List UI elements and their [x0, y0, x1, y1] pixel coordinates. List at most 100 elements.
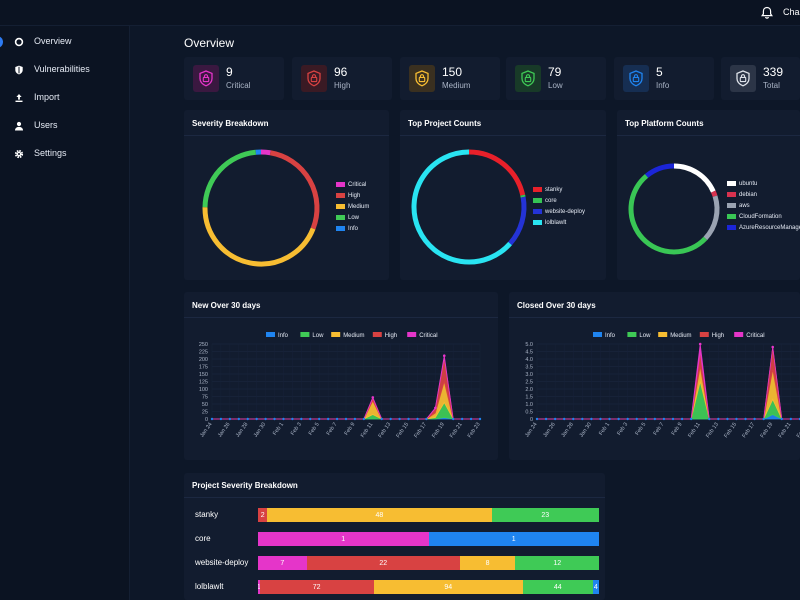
- data-point[interactable]: [478, 417, 482, 421]
- sidebar-item-users[interactable]: Users: [0, 115, 130, 137]
- bar-segment-high[interactable]: 2: [258, 508, 268, 522]
- legend-item-high[interactable]: High: [699, 332, 724, 339]
- data-point[interactable]: [744, 417, 747, 421]
- data-point[interactable]: [460, 417, 464, 421]
- bar-segment-critical[interactable]: 1: [258, 580, 260, 594]
- data-point[interactable]: [735, 417, 738, 421]
- bar-segment-critical[interactable]: 1: [258, 532, 429, 546]
- legend-item-critical[interactable]: Critical: [734, 332, 765, 339]
- area-series-high[interactable]: [537, 346, 800, 420]
- bar-segment-medium[interactable]: 8: [459, 556, 516, 570]
- sidebar-item-settings[interactable]: Settings: [0, 143, 130, 165]
- legend-item-medium[interactable]: Medium: [331, 332, 365, 339]
- legend-item-azureresourcemanager[interactable]: AzureResourceManager: [727, 225, 800, 231]
- legend-item-cloudformation[interactable]: CloudFormation: [727, 214, 782, 220]
- data-point[interactable]: [282, 417, 285, 421]
- data-point[interactable]: [416, 417, 419, 421]
- data-point[interactable]: [246, 417, 249, 421]
- legend-item-low[interactable]: Low: [300, 332, 324, 339]
- bar-segment-low[interactable]: 12: [515, 556, 599, 570]
- legend-item-high[interactable]: High: [372, 332, 397, 339]
- donut-slice-cloudformation[interactable]: [628, 173, 708, 255]
- data-point[interactable]: [318, 417, 321, 421]
- data-point[interactable]: [469, 417, 473, 421]
- data-point[interactable]: [210, 417, 214, 421]
- user-name[interactable]: Chas: [783, 7, 800, 17]
- data-point[interactable]: [671, 417, 675, 421]
- data-point[interactable]: [452, 417, 455, 421]
- legend-item-website-deploy[interactable]: website-deploy: [533, 209, 585, 215]
- legend-item-medium[interactable]: Medium: [336, 204, 369, 210]
- data-point[interactable]: [635, 417, 638, 421]
- legend-item-core[interactable]: core: [533, 198, 557, 204]
- data-point[interactable]: [300, 417, 303, 421]
- bell-icon[interactable]: [759, 5, 775, 21]
- area-series-info[interactable]: [537, 414, 800, 420]
- legend-item-critical[interactable]: Critical: [407, 332, 438, 339]
- stat-card-total[interactable]: 339 Total: [721, 57, 800, 100]
- data-point[interactable]: [219, 417, 223, 421]
- data-point[interactable]: [662, 417, 666, 421]
- data-point[interactable]: [353, 417, 357, 421]
- sidebar-item-import[interactable]: Import: [0, 87, 130, 109]
- data-point[interactable]: [689, 417, 693, 421]
- bar-segment-low[interactable]: 23: [491, 508, 599, 522]
- stat-card-medium[interactable]: 150 Medium: [400, 57, 500, 100]
- data-point[interactable]: [771, 345, 775, 349]
- bar-segment-medium[interactable]: 48: [267, 508, 492, 522]
- data-point[interactable]: [442, 354, 446, 357]
- data-point[interactable]: [563, 417, 566, 421]
- data-point[interactable]: [708, 417, 711, 421]
- bar-segment-high[interactable]: 72: [259, 580, 374, 594]
- data-point[interactable]: [680, 417, 684, 421]
- data-point[interactable]: [264, 417, 267, 421]
- donut-slice-debian[interactable]: [711, 190, 718, 197]
- legend-item-info[interactable]: Info: [593, 332, 616, 339]
- legend-item-low[interactable]: Low: [627, 332, 651, 339]
- data-point[interactable]: [434, 406, 437, 410]
- data-point[interactable]: [398, 417, 401, 421]
- data-point[interactable]: [535, 417, 539, 421]
- bar-segment-critical[interactable]: 7: [258, 556, 307, 570]
- data-point[interactable]: [326, 417, 330, 421]
- data-point[interactable]: [698, 342, 702, 346]
- data-point[interactable]: [599, 417, 602, 421]
- legend-item-debian[interactable]: debian: [727, 192, 757, 198]
- data-point[interactable]: [617, 417, 620, 421]
- legend-item-ubuntu[interactable]: ubuntu: [727, 181, 757, 187]
- donut-slice-website-deploy[interactable]: [508, 196, 527, 246]
- donut-slice-azureresourcemanager[interactable]: [644, 163, 675, 178]
- sidebar-item-overview[interactable]: Overview: [0, 31, 130, 53]
- data-point[interactable]: [581, 417, 584, 421]
- stat-card-low[interactable]: 79 Low: [506, 57, 606, 100]
- legend-item-info[interactable]: Info: [266, 332, 289, 339]
- donut-slice-aws[interactable]: [703, 195, 720, 241]
- data-point[interactable]: [407, 417, 410, 421]
- data-point[interactable]: [371, 396, 375, 399]
- legend-item-medium[interactable]: Medium: [658, 332, 692, 339]
- legend-item-aws[interactable]: aws: [727, 203, 750, 209]
- data-point[interactable]: [389, 417, 392, 421]
- stat-card-critical[interactable]: 9 Critical: [184, 57, 284, 100]
- legend-item-critical[interactable]: Critical: [336, 182, 366, 188]
- legend-item-info[interactable]: Info: [336, 226, 358, 232]
- bar-segment-info[interactable]: 4: [592, 580, 599, 594]
- donut-slice-critical[interactable]: [260, 149, 271, 156]
- legend-item-stanky[interactable]: stanky: [533, 187, 562, 193]
- donut-slice-medium[interactable]: [202, 207, 316, 267]
- data-point[interactable]: [425, 417, 428, 421]
- data-point[interactable]: [237, 417, 240, 421]
- data-point[interactable]: [291, 417, 294, 421]
- legend-item-low[interactable]: Low: [336, 215, 359, 221]
- area-series-medium[interactable]: [537, 366, 800, 420]
- legend-item-high[interactable]: High: [336, 193, 360, 199]
- donut-slice-stanky[interactable]: [468, 149, 526, 196]
- stat-card-high[interactable]: 96 High: [292, 57, 392, 100]
- bar-segment-low[interactable]: 44: [522, 580, 593, 594]
- data-point[interactable]: [228, 417, 232, 421]
- data-point[interactable]: [380, 417, 383, 421]
- data-point[interactable]: [726, 417, 729, 421]
- area-series-low[interactable]: [537, 381, 800, 420]
- donut-slice-lolblawlt[interactable]: [411, 149, 512, 265]
- data-point[interactable]: [608, 417, 611, 421]
